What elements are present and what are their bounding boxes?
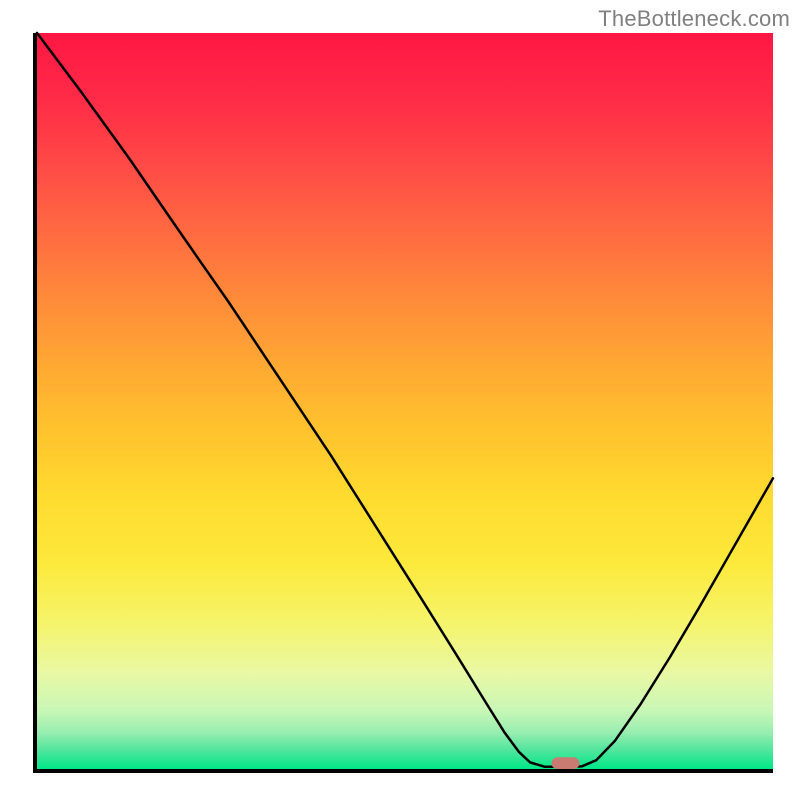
optimal-marker [551, 757, 579, 769]
watermark-text: TheBottleneck.com [598, 6, 790, 32]
bottleneck-curve-plot [37, 33, 773, 769]
plot-background [37, 33, 773, 769]
chart-container: TheBottleneck.com [0, 0, 800, 800]
